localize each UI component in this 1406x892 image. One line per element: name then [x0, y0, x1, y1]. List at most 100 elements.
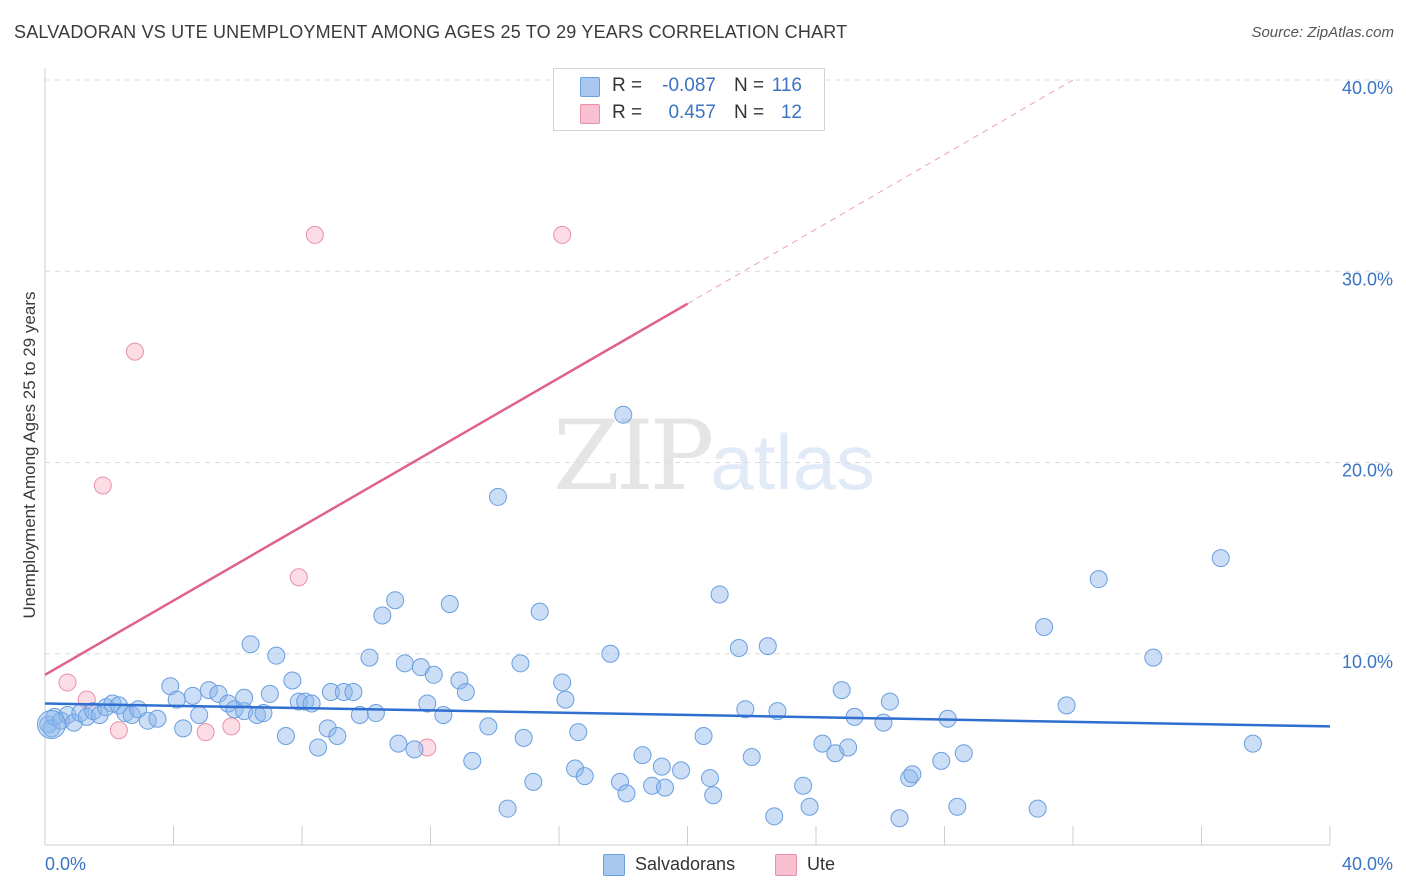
ute-point	[196, 723, 215, 742]
salvadoran-point	[874, 713, 893, 732]
salvadoran-point	[932, 751, 951, 770]
salvadoran-point	[839, 738, 858, 757]
stats-swatch-salvadorans	[580, 77, 600, 97]
ute-point	[289, 568, 308, 587]
salvadoran-point	[948, 797, 967, 816]
stats-row-salvadorans: R = -0.087 N = 116	[554, 73, 824, 99]
salvadoran-point	[758, 637, 777, 656]
salvadoran-point	[450, 671, 469, 690]
ute-trendline-extension	[687, 79, 1074, 305]
salvadoran-point	[334, 683, 353, 701]
ute-point	[553, 225, 572, 244]
stats-row-ute: R = 0.457 N = 12	[554, 100, 824, 126]
watermark-zip: ZIP	[553, 400, 714, 512]
salvadoran-point	[553, 673, 572, 692]
legend-label-salvadorans: Salvadorans	[635, 854, 736, 874]
salvadoran-point	[1057, 696, 1076, 715]
salvadoran-point	[954, 744, 973, 763]
salvadoran-point	[633, 746, 652, 765]
y-tick-label: 30.0%	[1342, 269, 1393, 289]
salvadoran-point	[174, 719, 193, 738]
salvadoran-point	[350, 705, 369, 724]
stats-n-value: 12	[780, 102, 802, 123]
stats-n-label: N =	[734, 102, 765, 123]
salvadoran-point	[254, 704, 273, 723]
salvadoran-point	[321, 683, 340, 701]
salvadoran-point	[276, 726, 295, 745]
salvadoran-point	[575, 767, 594, 786]
salvadoran-point	[1028, 799, 1047, 818]
salvadoran-point	[566, 759, 585, 778]
salvadoran-point	[672, 761, 691, 780]
salvadoran-point	[601, 644, 620, 663]
y-axis-label: Unemployment Among Ages 25 to 29 years	[20, 291, 39, 619]
salvadoran-point	[463, 751, 482, 770]
salvadoran-point	[456, 683, 475, 701]
y-tick-label: 10.0%	[1342, 652, 1393, 672]
ute-point	[58, 673, 77, 692]
salvadoran-point	[418, 694, 437, 713]
salvadoran-point	[1035, 617, 1054, 636]
salvadoran-point	[241, 635, 260, 654]
ute-point	[305, 225, 324, 244]
y-tick-label: 20.0%	[1342, 461, 1393, 481]
salvadoran-point	[1144, 648, 1163, 667]
salvadoran-point	[832, 681, 851, 700]
y-tick-label: 40.0%	[1342, 78, 1393, 98]
salvadoran-point	[235, 688, 254, 707]
salvadoran-point	[656, 778, 675, 797]
salvadoran-point	[267, 646, 286, 665]
salvadoran-point	[328, 726, 347, 745]
source-credit: Source: ZipAtlas.com	[1251, 24, 1394, 41]
salvadoran-point	[366, 704, 385, 723]
salvadoran-point	[209, 684, 228, 703]
salvadoran-point	[386, 591, 405, 610]
salvadoran-point	[569, 723, 588, 742]
salvadoran-point	[652, 757, 671, 776]
salvadoran-point	[405, 740, 424, 759]
salvadoran-point	[1089, 570, 1108, 589]
stats-box: R = -0.087 N = 116 R = 0.457 N = 12	[553, 68, 825, 131]
salvadoran-point	[183, 686, 202, 705]
salvadoran-point	[611, 772, 630, 791]
salvadoran-point	[360, 648, 379, 667]
salvadoran-point	[488, 487, 507, 506]
salvadoran-trendline	[44, 702, 1331, 728]
legend-label-ute: Ute	[807, 854, 836, 874]
salvadoran-point	[765, 807, 784, 826]
salvadoran-point	[318, 719, 337, 738]
x-tick-label: 40.0%	[1342, 854, 1393, 874]
chart-title: SALVADORAN VS UTE UNEMPLOYMENT AMONG AGE…	[14, 22, 848, 42]
salvadoran-point	[395, 654, 414, 673]
salvadoran-point	[694, 726, 713, 745]
salvadoran-point	[700, 769, 719, 788]
salvadoran-point	[1211, 549, 1230, 568]
salvadoran-point	[903, 765, 922, 784]
salvadoran-point	[199, 681, 218, 700]
salvadoran-point	[424, 665, 443, 684]
stats-r-value: -0.087	[662, 75, 716, 96]
salvadoran-point	[479, 717, 498, 736]
salvadoran-point	[813, 734, 832, 753]
salvadoran-point	[344, 683, 363, 701]
salvadoran-point	[710, 585, 729, 604]
x-tick-label: 0.0%	[45, 854, 86, 874]
ute-point	[109, 721, 128, 740]
salvadoran-point	[524, 772, 543, 791]
salvadoran-point	[190, 705, 209, 724]
salvadoran-point	[729, 639, 748, 658]
salvadoran-point	[434, 705, 453, 724]
salvadoran-point	[148, 709, 167, 728]
salvadoran-point	[440, 595, 459, 614]
salvadoran-point	[880, 692, 899, 711]
salvadoran-point	[736, 700, 755, 719]
salvadoran-point	[742, 748, 761, 767]
salvadoran-point	[373, 606, 392, 625]
salvadoran-point	[617, 784, 636, 803]
salvadoran-point	[498, 799, 517, 818]
stats-n-value: 116	[771, 75, 802, 96]
salvadoran-point	[511, 654, 530, 673]
salvadoran-point	[530, 602, 549, 621]
salvadoran-point	[42, 719, 61, 738]
